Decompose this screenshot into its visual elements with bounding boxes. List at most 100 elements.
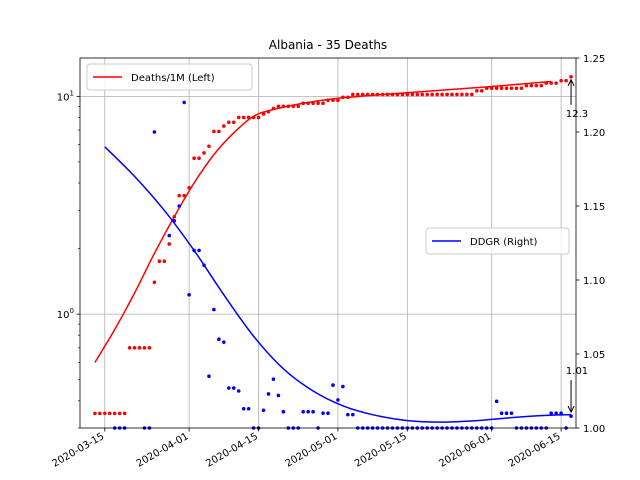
deaths-point-55 [365,92,370,97]
y-right-tick-label-4: 1.20 [583,128,605,139]
deaths-point-25 [217,129,221,134]
deaths-point-73 [455,92,459,97]
deaths-point-76 [470,92,474,97]
ddgr-point-19 [266,392,271,396]
ddgr-point-2 [172,219,177,223]
deaths-point-20 [192,156,196,160]
deaths-point-11 [147,346,152,350]
deaths-point-5 [117,411,122,416]
deaths-point-93 [554,81,558,85]
legend-left-frame [86,63,253,91]
deaths-point-96 [569,74,573,79]
deaths-point-35 [266,109,271,114]
ddgr-point-29 [336,398,340,402]
deaths-point-45 [316,101,320,106]
deaths-point-14 [162,259,167,264]
deaths-point-65 [415,92,420,97]
deaths-point-75 [465,92,469,97]
ddgr-point-28 [331,383,335,387]
deaths-point-3 [107,411,112,416]
deaths-point-22 [202,151,206,155]
ddgr-point-10 [212,307,216,312]
ddgr-point-38 [554,411,558,416]
ddgr-point-20 [271,377,276,381]
deaths-point-23 [207,144,211,149]
deaths-point-72 [450,92,454,97]
deaths-point-48 [331,98,335,103]
deaths-point-66 [420,92,425,97]
ddgr-point-33 [494,399,499,404]
ddgr-point-9 [207,374,211,379]
chart-title: Albania - 35 Deaths [269,38,387,52]
deaths-point-43 [306,101,310,106]
deaths-point-61 [395,92,400,97]
y-right-tick-label-1: 1.05 [583,350,605,361]
deaths-point-77 [475,89,479,93]
deaths-point-32 [251,115,256,120]
ddgr-point-4 [182,100,186,105]
ddgr-point-31 [346,412,350,417]
series-layer [93,74,573,430]
deaths-line-0 [94,80,552,363]
deaths-point-80 [489,86,494,90]
deaths-point-57 [375,92,380,97]
deaths-point-94 [559,78,563,83]
deaths-point-62 [400,92,405,97]
ddgr-point-15 [236,389,241,393]
annotation-arrowhead-0 [567,78,575,86]
deaths-point-59 [385,92,390,97]
ddgr-point-30 [341,384,345,389]
deaths-point-19 [187,186,191,190]
annotation-label-0: 12.3 [566,109,588,120]
annotation-label-1: 1.01 [566,366,588,377]
deaths-point-81 [494,86,499,90]
ddgr-point-5 [187,293,191,297]
deaths-point-74 [460,92,464,97]
y-right-tick-label-5: 1.25 [583,54,605,65]
deaths-point-37 [276,104,281,109]
deaths-point-8 [132,346,137,350]
y-right-tick-label-3: 1.15 [583,202,605,213]
deaths-point-30 [241,115,246,120]
ddgr-point-40 [569,414,573,418]
ddgr-point-25 [311,409,315,414]
deaths-point-1 [98,411,102,416]
deaths-point-78 [479,89,484,93]
plot-frame [79,57,577,429]
deaths-point-16 [172,214,177,219]
deaths-point-2 [103,411,107,416]
deaths-point-51 [346,95,350,100]
deaths-point-12 [152,280,157,285]
deaths-point-92 [549,81,553,85]
deaths-point-41 [296,104,301,109]
ddgr-point-6 [192,248,196,253]
deaths-point-56 [370,92,375,97]
deaths-point-9 [137,346,142,350]
deaths-point-67 [425,92,430,97]
deaths-point-90 [539,83,544,88]
ddgr-point-0 [152,130,157,134]
deaths-point-18 [182,193,186,198]
deaths-point-38 [281,104,286,109]
ddgr-point-39 [559,411,563,416]
deaths-point-17 [177,193,181,198]
ddgr-line-2 [104,146,572,423]
deaths-point-82 [499,86,504,90]
ddgr-point-1 [167,233,172,238]
deaths-point-87 [524,83,529,88]
deaths-point-52 [351,92,355,97]
ddgr-point-11 [217,337,221,342]
deaths-point-40 [291,104,296,109]
deaths-point-64 [410,92,415,97]
deaths-point-31 [246,115,251,120]
deaths-point-36 [271,106,276,111]
deaths-point-88 [529,83,534,88]
ddgr-point-7 [197,248,201,253]
annotations: 12.3 1.01 [566,78,588,414]
deaths-point-70 [440,92,444,97]
y-right-tick-label-0: 1.00 [583,424,605,435]
deaths-point-58 [380,92,385,97]
legend-left: Deaths/1M (Left) [86,63,253,91]
deaths-point-33 [256,115,261,120]
deaths-point-60 [390,92,395,97]
